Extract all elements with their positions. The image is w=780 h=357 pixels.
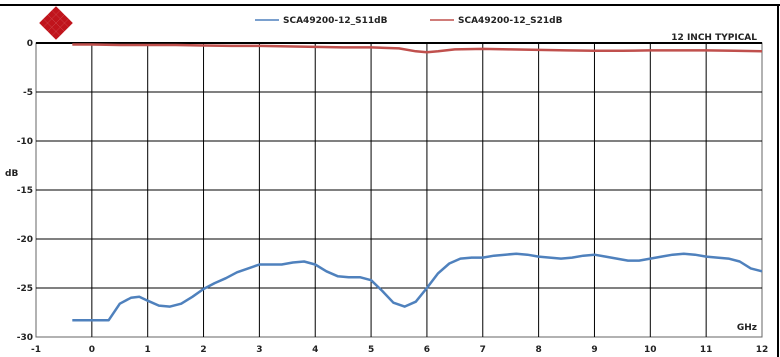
y-tick-label: -30	[17, 333, 33, 343]
x-axis-label: GHz	[737, 323, 757, 333]
series-layer	[72, 43, 763, 322]
x-tick-label: 6	[424, 345, 430, 355]
legend-entry: SCA49200-12_S21dB	[458, 16, 563, 26]
y-tick-label: -20	[17, 235, 33, 245]
x-tick-label: 12	[756, 345, 769, 355]
x-tick-label: 4	[312, 345, 318, 355]
x-tick-label: 11	[700, 345, 713, 355]
legend-entry: SCA49200-12_S11dB	[283, 16, 388, 26]
x-tick-label: 5	[368, 345, 374, 355]
legend: SCA49200-12_S11dB SCA49200-12_S21dB	[255, 16, 563, 26]
y-tick-label: -25	[17, 284, 33, 294]
logo-diamond	[56, 18, 65, 28]
y-axis-label: dB	[5, 169, 18, 179]
x-tick-label: 1	[145, 345, 151, 355]
x-tick-label: 8	[535, 345, 541, 355]
logo-diamond	[43, 23, 52, 32]
x-tick-label: 7	[480, 345, 486, 355]
x-tick-label: 2	[200, 345, 206, 355]
x-tick-label: 10	[644, 345, 657, 355]
y-tick-label: -10	[17, 137, 33, 147]
logo-diamond	[51, 31, 61, 40]
company-logo	[39, 6, 73, 40]
logo-diamond	[56, 27, 65, 36]
logo-diamond	[56, 10, 65, 19]
y-tick-label: 0	[27, 39, 33, 49]
x-axis-ticks: -1 0 1 2 3 4 5 6 7 8 9 10 11 12	[31, 345, 768, 355]
chart-annotation: 12 INCH TYPICAL	[671, 33, 757, 43]
logo-diamond	[51, 14, 61, 23]
logo-diamond	[60, 23, 69, 32]
grid-lines	[36, 42, 762, 337]
x-tick-label: -1	[31, 345, 41, 355]
series-line	[72, 252, 763, 322]
logo-diamond	[47, 27, 56, 36]
y-tick-label: -15	[17, 186, 33, 196]
series-line	[72, 43, 763, 54]
y-tick-label: -5	[23, 88, 33, 98]
x-tick-label: 0	[89, 345, 95, 355]
x-tick-label: 3	[256, 345, 262, 355]
logo-diamond	[51, 23, 61, 32]
y-axis-ticks: 0 -5 -10 -15 -20 -25 -30	[17, 39, 33, 343]
x-tick-label: 9	[591, 345, 597, 355]
logo-diamond	[51, 6, 61, 15]
logo-diamond	[47, 18, 56, 28]
logo-diamond	[47, 10, 56, 19]
